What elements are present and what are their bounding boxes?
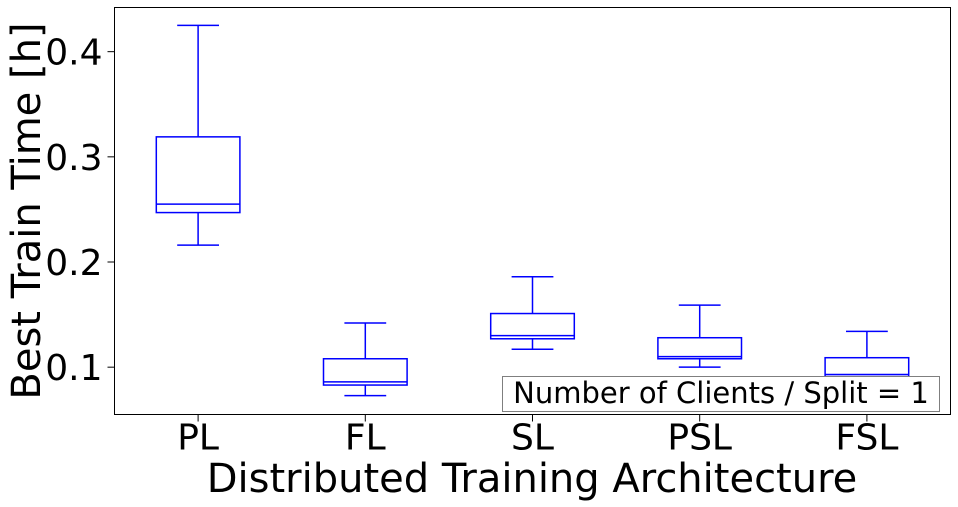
y-tick-label: 0.2 xyxy=(45,243,102,284)
box-group-fl xyxy=(322,322,408,397)
annotation-frame xyxy=(502,376,940,412)
x-tick-label: PL xyxy=(177,418,219,459)
box-group-sl xyxy=(489,275,576,351)
y-axis: 0.1 0.2 0.3 0.4 xyxy=(45,33,115,389)
annotation-box: Number of Clients / Split = 1 xyxy=(502,376,940,412)
x-tick-label: PSL xyxy=(667,418,732,459)
y-axis-title: Best Train Time [h] xyxy=(4,22,50,399)
x-axis: PL FL SL PSL FSL xyxy=(177,414,898,459)
annotation-text: Number of Clients / Split = 1 xyxy=(513,376,929,410)
box-group-pl xyxy=(155,24,241,246)
x-axis-title: Distributed Training Architecture xyxy=(207,456,858,502)
x-tick-label: FSL xyxy=(835,418,898,459)
box-group-psl xyxy=(657,304,743,368)
y-tick-label: 0.1 xyxy=(45,348,102,389)
y-tick-label: 0.4 xyxy=(45,33,102,74)
x-tick-label: SL xyxy=(511,418,554,459)
x-tick-label: FL xyxy=(345,418,386,459)
y-tick-label: 0.3 xyxy=(45,138,102,179)
